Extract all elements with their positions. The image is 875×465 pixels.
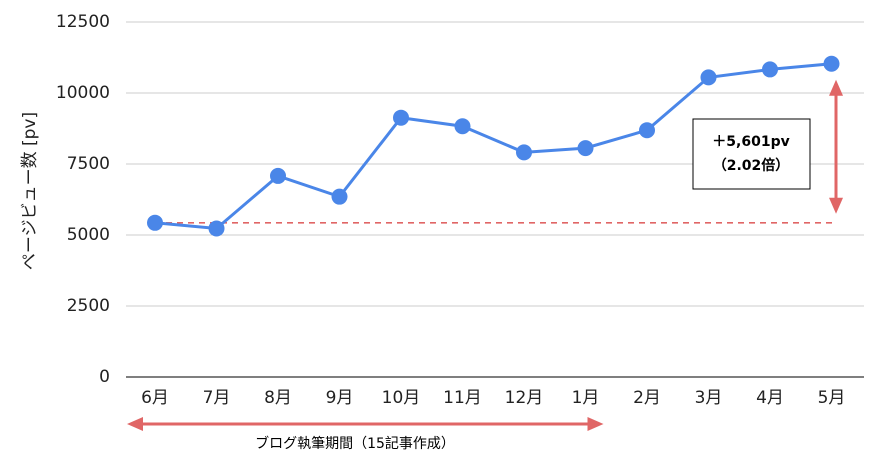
x-tick-label: 9月 [326,388,354,408]
arrow-head-left-icon [127,417,143,431]
data-point [393,109,409,126]
y-tick-label: 12500 [56,12,110,32]
y-tick-label: 0 [99,367,110,387]
x-tick-label: 5月 [818,388,846,408]
x-tick-label: 6月 [141,388,169,408]
data-point [639,122,655,139]
x-tick-label: 12月 [505,388,544,408]
x-tick-label: 3月 [695,388,723,408]
x-tick-label: 8月 [264,388,292,408]
arrow-head-down-icon [829,197,843,214]
increase-annotation-line1: ＋5,601pv [712,134,789,150]
data-point [270,167,286,184]
increase-annotation-box: ＋5,601pv （2.02倍） [692,118,811,190]
increase-arrow [829,79,843,214]
data-point [147,214,163,231]
x-tick-label: 4月 [756,388,784,408]
y-axis-label: ページビュー数 [pv] [20,112,40,270]
writing-period-arrow [127,417,604,431]
y-tick-labels: 0 2500 5000 7500 10000 12500 [56,12,110,387]
x-tick-label: 11月 [443,388,482,408]
data-points [147,55,840,237]
y-tick-label: 7500 [67,154,110,174]
y-tick-label: 10000 [56,83,110,103]
x-tick-labels: 6月 7月 8月 9月 10月 11月 12月 1月 2月 3月 4月 5月 [141,388,845,408]
data-point [516,144,532,161]
data-point [208,220,225,237]
writing-period-label: ブログ執筆期間（15記事作成） [255,435,455,452]
series-line [154,62,832,231]
y-tick-label: 2500 [67,296,110,316]
arrow-head-up-icon [829,79,843,96]
y-tick-label: 5000 [67,225,110,245]
x-tick-label: 1月 [572,388,600,408]
data-point [454,118,471,135]
data-point [823,55,840,72]
data-point [331,188,348,205]
data-point [762,61,778,78]
grid-lines [126,21,864,378]
data-point [577,140,594,157]
data-point [700,69,717,86]
x-tick-label: 7月 [203,388,231,408]
x-tick-label: 2月 [633,388,661,408]
increase-annotation-line2: （2.02倍） [713,157,790,174]
arrow-head-right-icon [587,417,604,431]
x-tick-label: 10月 [382,388,421,408]
